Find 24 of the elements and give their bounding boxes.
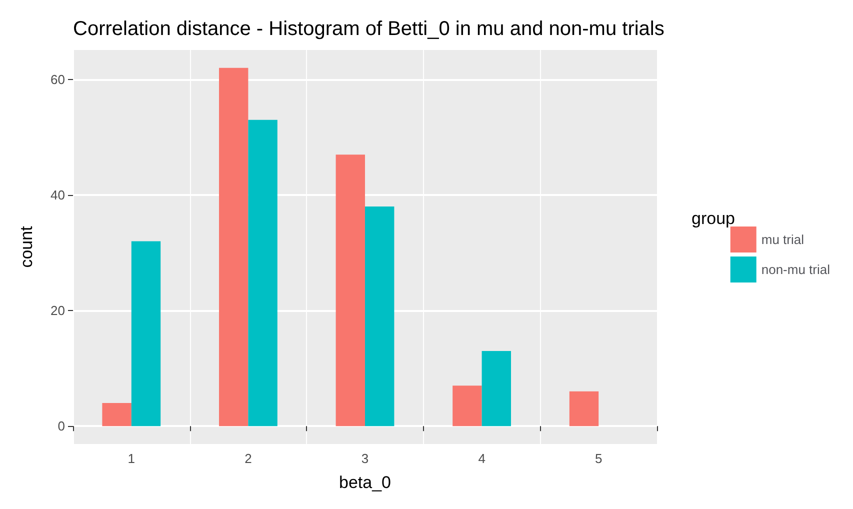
legend-title: group [692,209,736,228]
y-axis-title: count [17,226,36,268]
y-tick-label: 60 [50,72,65,87]
chart-title: Correlation distance - Histogram of Betti_0 in mu and non-mu trials [73,18,664,40]
bar [248,120,278,426]
bar [219,68,248,426]
x-tick-label: 4 [478,451,486,466]
bar [131,241,161,426]
y-tick-label: 40 [50,188,65,203]
x-tick-label: 2 [244,451,252,466]
legend-label: mu trial [761,232,804,247]
y-tick-label: 0 [58,418,65,434]
bar [452,386,482,426]
bar [336,154,365,426]
legend-label: non-mu trial [761,262,830,277]
y-tick-label: 20 [50,303,65,318]
bar [482,350,511,426]
bar [102,402,132,426]
x-tick-label: 3 [361,451,369,466]
x-tick-label: 5 [594,451,602,466]
bar [365,206,394,426]
x-tick-label: 1 [128,451,136,466]
bar [569,391,599,426]
x-axis-title: beta_0 [339,473,391,492]
